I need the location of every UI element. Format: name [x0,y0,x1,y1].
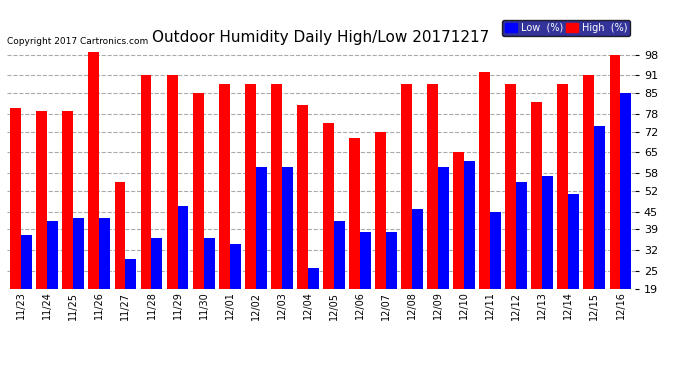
Bar [10,108,21,345]
Bar [256,167,266,345]
Bar [349,138,360,345]
Bar [37,111,48,345]
Bar [323,123,334,345]
Bar [166,75,177,345]
Bar [453,153,464,345]
Bar [219,84,230,345]
Bar [505,84,516,345]
Bar [438,167,449,345]
Bar [73,217,84,345]
Bar [558,84,569,345]
Bar [594,126,605,345]
Bar [99,217,110,345]
Bar [62,111,73,345]
Bar [464,161,475,345]
Bar [360,232,371,345]
Bar [48,220,58,345]
Bar [126,259,137,345]
Text: Copyright 2017 Cartronics.com: Copyright 2017 Cartronics.com [7,38,148,46]
Bar [386,232,397,345]
Bar [297,105,308,345]
Bar [308,268,319,345]
Bar [271,84,282,345]
Bar [152,238,162,345]
Title: Outdoor Humidity Daily High/Low 20171217: Outdoor Humidity Daily High/Low 20171217 [152,30,489,45]
Bar [401,84,412,345]
Bar [609,55,620,345]
Bar [490,212,501,345]
Bar [412,209,423,345]
Bar [427,84,438,345]
Bar [230,244,241,345]
Bar [141,75,152,345]
Bar [282,167,293,345]
Bar [177,206,188,345]
Bar [620,93,631,345]
Legend: Low  (%), High  (%): Low (%), High (%) [502,20,630,36]
Bar [584,75,594,345]
Bar [115,182,126,345]
Bar [245,84,256,345]
Bar [480,72,490,345]
Bar [531,102,542,345]
Bar [516,182,527,345]
Bar [21,236,32,345]
Bar [334,220,345,345]
Bar [204,238,215,345]
Bar [193,93,204,345]
Bar [569,194,580,345]
Bar [542,176,553,345]
Bar [88,52,99,345]
Bar [375,132,386,345]
